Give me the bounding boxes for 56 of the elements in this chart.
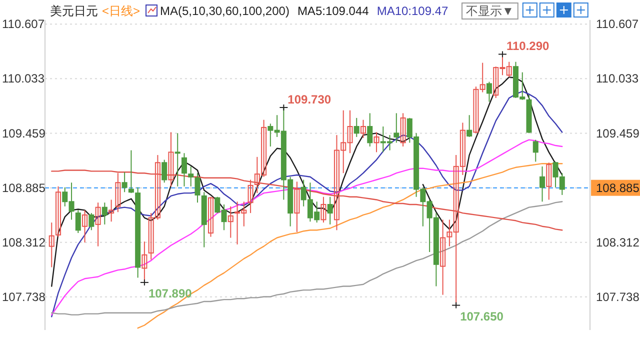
text: 不显示▼ (466, 4, 514, 18)
annotation: 107.890 (148, 286, 192, 300)
candlestick (486, 81, 492, 102)
chart-subtitle: <日线> (102, 4, 140, 18)
candlestick (360, 119, 366, 138)
legend-title: MA(5,10,30,60,100,200) (160, 4, 290, 18)
candlestick (56, 186, 62, 238)
candlestick (88, 212, 94, 231)
candlestick (208, 196, 214, 238)
annotation: 109.730 (288, 92, 332, 106)
candlestick (174, 132, 180, 187)
candlestick (108, 199, 114, 222)
candlestick (440, 219, 446, 296)
chart-title: 美元日元 (50, 4, 98, 18)
candlestick (400, 112, 406, 147)
y2-tick-label: 110.607 (596, 17, 639, 32)
candlestick (82, 210, 88, 244)
line-series (137, 162, 563, 329)
candlestick (75, 210, 81, 234)
candlestick (48, 222, 54, 268)
candlestick (327, 196, 333, 225)
text: MA10:109.47 (376, 4, 449, 18)
y-tick-label: 110.033 (2, 72, 45, 86)
candlestick (115, 172, 121, 213)
y2-tick-label: 108.312 (596, 235, 640, 250)
y2-tick-label: 110.033 (596, 72, 639, 86)
y2-tick-label: 109.459 (596, 126, 640, 140)
candlestick (248, 179, 254, 214)
candlestick (181, 152, 187, 187)
candlestick (162, 159, 168, 184)
y-tick-label: 108.312 (2, 235, 46, 250)
text: MA5:109.044 (297, 4, 370, 18)
y2-tick-label: 107.738 (596, 290, 640, 304)
y-tick-label: 108.885 (2, 180, 46, 195)
candlestick (374, 132, 380, 153)
candlestick (102, 202, 108, 225)
candlestick (188, 166, 194, 187)
y-tick-label: 107.738 (2, 290, 46, 304)
candlestick (320, 196, 326, 224)
y-tick-label: 109.459 (2, 126, 46, 140)
candlestick (194, 172, 200, 204)
candlestick (546, 162, 552, 200)
candlestick (367, 112, 373, 147)
annotation: 107.650 (460, 309, 504, 324)
annotation: 110.290 (506, 39, 550, 54)
y-tick-label: 110.607 (2, 17, 45, 32)
candlestick (532, 139, 538, 162)
candlestick (540, 166, 546, 202)
candlestick (228, 206, 234, 238)
candlestick (95, 202, 101, 247)
candlestick (122, 172, 128, 193)
y2-tick-label: 108.885 (596, 180, 640, 195)
candlestick (128, 150, 134, 194)
candlestick (394, 112, 400, 144)
candlestick (354, 117, 360, 138)
candlestick (466, 114, 472, 138)
